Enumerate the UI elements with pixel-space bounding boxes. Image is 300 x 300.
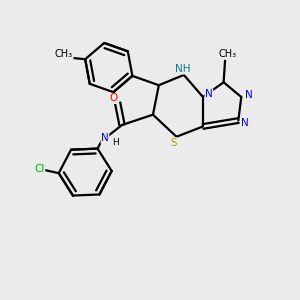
Text: H: H (112, 138, 119, 147)
Text: S: S (170, 138, 177, 148)
Text: NH: NH (175, 64, 190, 74)
Text: O: O (109, 94, 117, 103)
Text: N: N (205, 89, 213, 99)
Text: CH₃: CH₃ (55, 49, 73, 59)
Text: N: N (241, 118, 249, 128)
Text: CH₃: CH₃ (219, 49, 237, 59)
Text: N: N (101, 133, 109, 143)
Text: Cl: Cl (34, 164, 45, 174)
Text: N: N (245, 90, 253, 100)
